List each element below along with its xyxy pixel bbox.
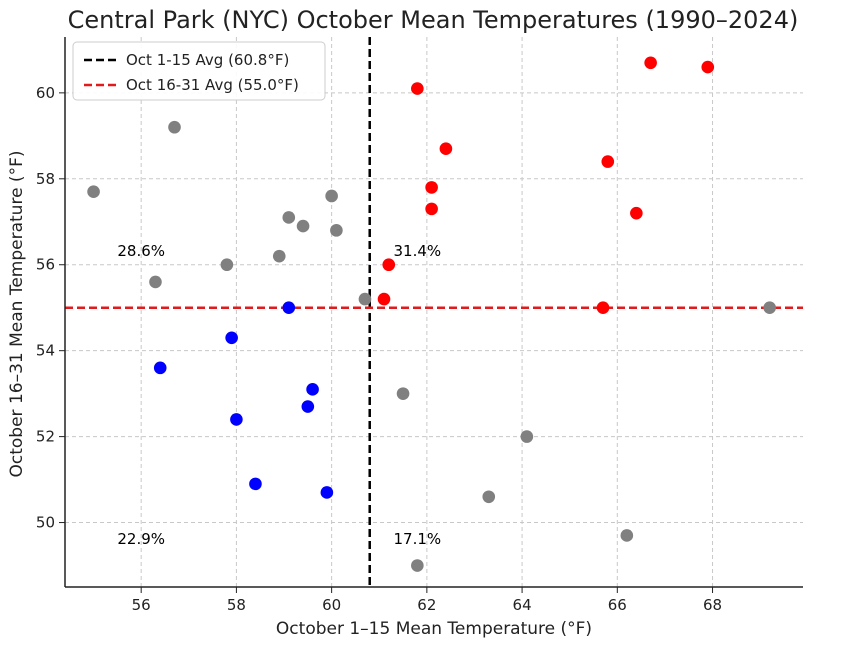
legend: Oct 1-15 Avg (60.8°F) Oct 16-31 Avg (55.… <box>72 41 326 101</box>
gray-point <box>325 189 338 203</box>
gray-point <box>282 211 296 224</box>
x-tick-label: 56 <box>132 596 151 614</box>
gray-point <box>296 219 310 233</box>
red-point <box>630 206 643 220</box>
red-point <box>411 82 424 95</box>
chart-title: Central Park (NYC) October Mean Temperat… <box>68 6 799 34</box>
y-tick-label: 56 <box>36 256 55 274</box>
blue-point <box>320 486 334 499</box>
x-tick-label: 68 <box>703 596 722 614</box>
gray-point <box>396 387 410 400</box>
legend-label-hline: Oct 16-31 Avg (55.0°F) <box>126 76 299 94</box>
x-tick-label: 66 <box>608 596 627 614</box>
gray-point <box>272 249 286 263</box>
quadrant-percent-label: 17.1% <box>394 530 442 548</box>
y-tick-label: 50 <box>36 514 55 532</box>
data-points <box>87 56 776 572</box>
legend-label-vline: Oct 1-15 Avg (60.8°F) <box>126 51 289 69</box>
blue-point <box>230 413 243 426</box>
red-point <box>601 155 615 168</box>
x-tick-label: 64 <box>513 596 532 614</box>
x-tick-label: 60 <box>322 596 341 614</box>
y-axis-label: October 16–31 Mean Temperature (°F) <box>7 151 27 478</box>
tick-labels: 56 58 60 62 64 66 68 50 52 54 56 58 60 <box>36 84 722 614</box>
quadrant-annotations: 28.6% 31.4% 22.9% 17.1% <box>117 242 441 548</box>
gray-point <box>149 275 162 289</box>
gray-point <box>620 529 634 542</box>
red-point <box>701 60 715 74</box>
quadrant-percent-label: 28.6% <box>117 242 165 260</box>
x-tick-label: 58 <box>227 596 246 614</box>
blue-point <box>225 331 238 345</box>
gray-point <box>168 120 181 134</box>
gray-point <box>358 292 372 306</box>
gray-point <box>87 185 100 198</box>
y-tick-label: 52 <box>36 428 55 446</box>
x-axis-label: October 1–15 Mean Temperature (°F) <box>276 619 592 639</box>
blue-point <box>249 477 262 491</box>
grid <box>65 37 803 587</box>
blue-point <box>153 361 167 375</box>
gray-point <box>330 224 343 237</box>
y-tick-label: 58 <box>36 170 55 188</box>
red-point <box>439 142 453 156</box>
red-point <box>377 292 391 306</box>
red-point <box>425 202 438 216</box>
gray-point <box>482 490 496 504</box>
y-tick-label: 54 <box>36 342 55 360</box>
quadrant-percent-label: 31.4% <box>394 242 442 260</box>
gray-point <box>763 301 776 315</box>
red-point <box>382 258 396 272</box>
blue-point <box>301 400 315 413</box>
blue-point <box>282 301 296 315</box>
gray-point <box>520 430 534 443</box>
red-point <box>644 56 657 70</box>
x-tick-label: 62 <box>417 596 436 614</box>
reference-lines <box>65 37 803 587</box>
y-tick-label: 60 <box>36 84 55 102</box>
quadrant-percent-label: 22.9% <box>117 530 165 548</box>
legend-box <box>72 41 326 101</box>
blue-point <box>306 383 319 396</box>
red-point <box>425 181 438 194</box>
gray-point <box>411 559 424 572</box>
axes <box>64 37 803 588</box>
gray-point <box>220 258 234 272</box>
red-point <box>596 301 610 315</box>
